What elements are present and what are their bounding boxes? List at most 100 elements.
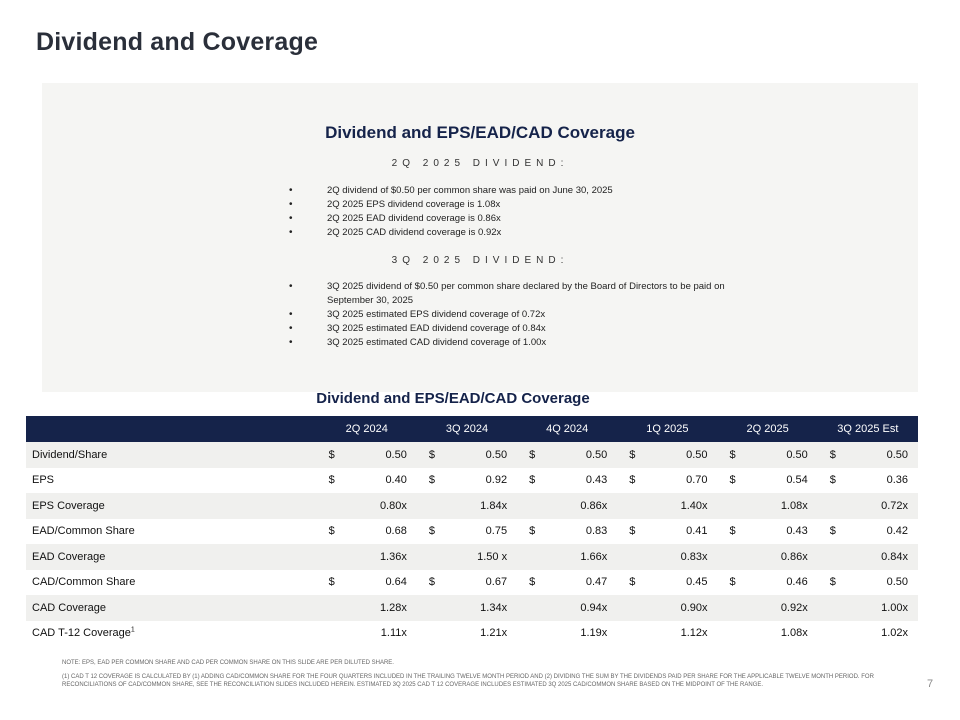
- row-label-text: EPS Coverage: [32, 499, 105, 512]
- cell-value: 0.90x: [680, 601, 708, 614]
- currency-symbol: $: [629, 474, 636, 487]
- cell-value: 1.50 x: [477, 550, 508, 563]
- table-cell: $0.41: [617, 518, 718, 544]
- bullet-item: 3Q 2025 estimated CAD dividend coverage …: [289, 336, 729, 350]
- cell-value: 0.50: [786, 448, 808, 461]
- table-cell: $0.50: [517, 442, 618, 468]
- cell-value: 0.50: [485, 448, 508, 461]
- footnote-marker: 1: [130, 626, 135, 634]
- cell-value: 0.50: [886, 576, 908, 589]
- row-label-text: CAD Coverage: [32, 601, 106, 614]
- cell-value: 0.75: [485, 525, 508, 538]
- table-cell: 1.36x: [316, 544, 417, 570]
- column-header: 2Q 2025: [717, 416, 818, 442]
- row-label-text: CAD/Common Share: [32, 576, 136, 589]
- currency-symbol: $: [328, 448, 335, 461]
- bullet-list-3q-2025: 3Q 2025 dividend of $0.50 per common sha…: [289, 280, 729, 350]
- table-row: EAD Coverage 1.36x 1.50 x 1.66x 0.83x 0.86x 0.…: [26, 544, 918, 570]
- cell-value: 1.19x: [580, 627, 608, 640]
- table-cell: 1.34x: [416, 595, 518, 621]
- cell-value: 1.08x: [780, 499, 808, 512]
- table-cell: $0.50: [717, 442, 818, 468]
- table-cell: 1.11x: [316, 620, 417, 646]
- currency-symbol: $: [729, 576, 736, 589]
- cell-value: 0.94x: [580, 601, 608, 614]
- row-label: EAD/Common Share: [26, 518, 317, 544]
- cell-value: 1.12x: [680, 627, 708, 640]
- table-cell: $0.54: [717, 467, 818, 493]
- coverage-table: 2Q 2024 3Q 2024 4Q 2024 1Q 2025 2Q 2025 …: [26, 416, 918, 646]
- table-cell: 0.72x: [817, 493, 918, 519]
- cell-value: 1.34x: [480, 601, 508, 614]
- cell-value: 0.84x: [881, 550, 908, 563]
- table-cell: $0.43: [517, 467, 618, 493]
- cell-value: 0.92x: [780, 601, 808, 614]
- bullet-item: 3Q 2025 dividend of $0.50 per common sha…: [289, 280, 729, 308]
- table-cell: $0.75: [416, 518, 518, 544]
- cell-value: 0.68: [385, 525, 407, 538]
- bullet-item: 3Q 2025 estimated EPS dividend coverage …: [289, 308, 729, 322]
- currency-symbol: $: [829, 525, 836, 538]
- row-label: Dividend/Share: [26, 442, 317, 468]
- table-row: EAD/Common Share $0.68 $0.75 $0.83 $0.41 $0.4…: [26, 518, 918, 544]
- column-header: 3Q 2025 Est: [817, 416, 918, 442]
- currency-symbol: $: [829, 474, 836, 487]
- table-cell: $0.50: [617, 442, 718, 468]
- currency-symbol: $: [328, 576, 335, 589]
- dividend-summary-panel: Dividend and EPS/EAD/CAD Coverage 2Q 202…: [42, 83, 918, 392]
- table-row: Dividend/Share $0.50 $0.50 $0.50 $0.50 $0.50 $…: [26, 442, 918, 468]
- cell-value: 1.02x: [881, 627, 908, 640]
- table-cell: $0.43: [717, 518, 818, 544]
- bullet-item: 2Q dividend of $0.50 per common share wa…: [289, 184, 613, 198]
- table-cell: 0.86x: [517, 493, 618, 519]
- cell-value: 1.36x: [379, 550, 407, 563]
- table-body: Dividend/Share $0.50 $0.50 $0.50 $0.50 $0.50 $…: [26, 442, 918, 646]
- footnote-text: (1) CAD T 12 COVERAGE IS CALCULATED BY (…: [62, 674, 874, 688]
- table-cell: 1.19x: [517, 620, 618, 646]
- table-cell: $0.92: [416, 467, 518, 493]
- table-cell: $0.50: [817, 569, 918, 595]
- cell-value: 0.46: [786, 576, 808, 589]
- page-title: Dividend and Coverage: [36, 28, 319, 56]
- table-cell: $0.50: [817, 442, 918, 468]
- currency-symbol: $: [529, 474, 536, 487]
- table-header-row: 2Q 2024 3Q 2024 4Q 2024 1Q 2025 2Q 2025 …: [26, 416, 918, 442]
- table-title: Dividend and EPS/EAD/CAD Coverage: [316, 390, 590, 407]
- section-heading-2q-2025: 2Q 2025 DIVIDEND:: [391, 158, 569, 169]
- cell-value: 0.50: [385, 448, 407, 461]
- cell-value: 1.08x: [780, 627, 808, 640]
- cell-value: 0.40: [385, 474, 407, 487]
- table-row: CAD Coverage 1.28x 1.34x 0.94x 0.90x 0.92x 1.0…: [26, 595, 918, 621]
- row-label-text: Dividend/Share: [32, 448, 108, 461]
- row-label-text: CAD T-12 Coverage: [32, 627, 131, 640]
- cell-value: 0.72x: [881, 499, 908, 512]
- table-cell: 1.50 x: [416, 544, 518, 570]
- currency-symbol: $: [328, 474, 335, 487]
- table-cell: 1.28x: [316, 595, 417, 621]
- currency-symbol: $: [729, 525, 736, 538]
- table-cell: 0.83x: [617, 544, 718, 570]
- table-row: EPS $0.40 $0.92 $0.43 $0.70 $0.54 $0.36: [26, 467, 918, 493]
- table-cell: $0.83: [517, 518, 618, 544]
- table-cell: $0.70: [617, 467, 718, 493]
- page-number: 7: [927, 678, 934, 690]
- cell-value: 0.43: [585, 474, 608, 487]
- table-cell: 0.80x: [316, 493, 417, 519]
- cell-value: 0.83x: [680, 550, 708, 563]
- currency-symbol: $: [729, 474, 736, 487]
- currency-symbol: $: [629, 576, 636, 589]
- currency-symbol: $: [428, 576, 435, 589]
- table-cell: 1.40x: [617, 493, 718, 519]
- table-cell: 1.66x: [517, 544, 618, 570]
- row-label: CAD Coverage: [26, 595, 317, 621]
- column-header: 3Q 2024: [416, 416, 518, 442]
- table-cell: 0.94x: [517, 595, 618, 621]
- cell-value: 0.45: [686, 576, 708, 589]
- table-cell: $0.40: [316, 467, 417, 493]
- cell-value: 0.36: [886, 474, 908, 487]
- currency-symbol: $: [428, 448, 435, 461]
- header-label-cell: [26, 416, 317, 442]
- cell-value: 0.67: [485, 576, 508, 589]
- table-cell: 1.08x: [717, 620, 818, 646]
- cell-value: 0.86x: [780, 550, 808, 563]
